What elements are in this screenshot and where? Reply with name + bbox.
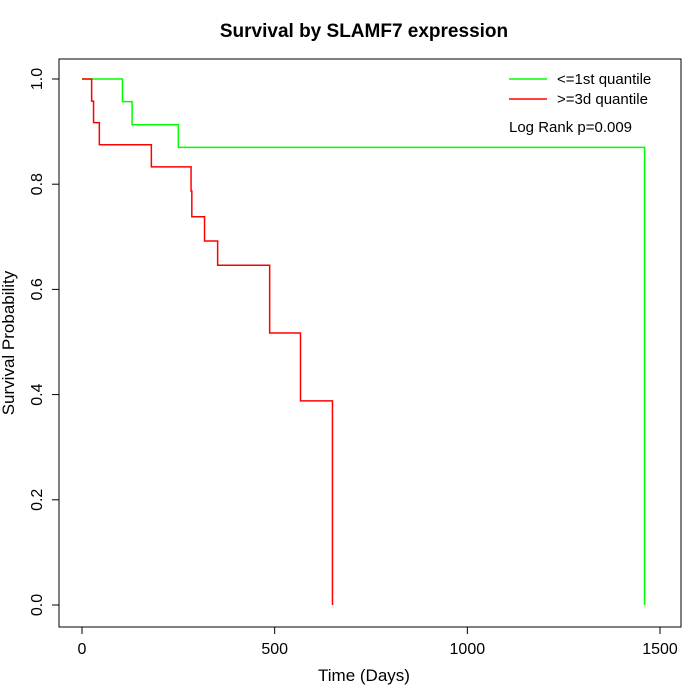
y-tick-label: 0.8 [29,173,46,195]
survival-curve-series-2 [82,78,334,605]
y-tick-label: 0.6 [29,278,46,300]
x-tick-label: 0 [78,641,87,658]
series-layer [82,78,646,605]
y-axis-label: Survival Probability [0,270,18,415]
survival-curve-series-1 [82,78,646,605]
x-tick-label: 1500 [642,641,678,658]
log-rank-annotation: Log Rank p=0.009 [509,119,632,136]
legend-label-series-2: >=3d quantile [557,91,648,108]
x-axis-label: Time (Days) [318,666,410,685]
legend: <=1st quantile >=3d quantile Log Rank p=… [509,71,651,136]
y-tick-label: 0.0 [29,594,46,616]
plot-frame [58,58,682,628]
y-axis: 0.0 0.2 0.4 0.6 0.8 1.0 [29,68,60,616]
y-tick-label: 0.4 [29,383,46,405]
x-axis: 0 500 1000 1500 [78,626,678,658]
y-tick-label: 1.0 [29,68,46,90]
legend-label-series-1: <=1st quantile [557,71,651,88]
x-tick-label: 1000 [450,641,486,658]
chart-title: Survival by SLAMF7 expression [220,21,508,42]
y-tick-label: 0.2 [29,489,46,511]
x-tick-label: 500 [261,641,288,658]
